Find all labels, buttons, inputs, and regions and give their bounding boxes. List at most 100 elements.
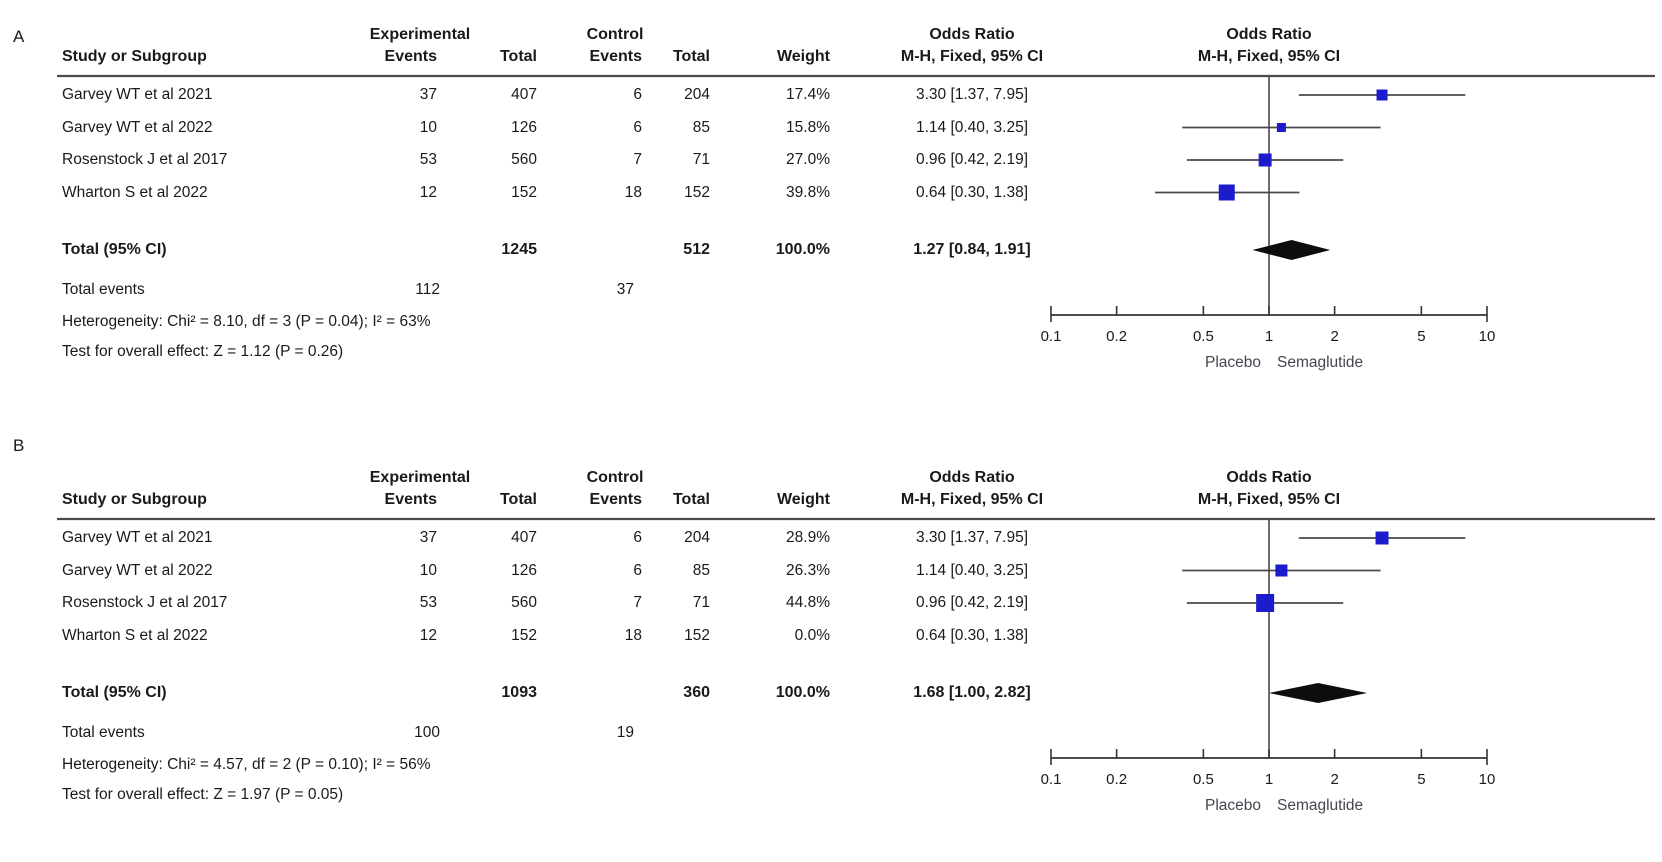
axis-tick-label: 10	[1478, 771, 1496, 788]
weight-value: 27.0%	[786, 151, 830, 168]
control-total-header: Total	[672, 48, 710, 65]
study-name: Garvey WT et al 2022	[62, 118, 213, 136]
weight-value: 0.0%	[794, 626, 830, 644]
weight-value: 28.9%	[786, 529, 830, 546]
weight-header: Weight	[776, 48, 830, 65]
total-control-n: 360	[683, 684, 710, 701]
pooled-diamond	[1269, 683, 1368, 703]
axis-tick-label: 5	[1417, 328, 1426, 345]
weight-value: 39.8%	[786, 183, 830, 201]
or-ci-text: 3.30 [1.37, 7.95]	[915, 86, 1029, 103]
experimental-total: 126	[511, 561, 537, 579]
total-or-ci-text: 1.68 [1.00, 2.82]	[913, 684, 1031, 701]
or-point-marker	[1218, 184, 1235, 201]
study-name: Wharton S et al 2022	[62, 626, 208, 644]
experimental-events: 12	[419, 626, 437, 644]
total-events-label: Total events	[62, 724, 145, 741]
experimental-events: 10	[419, 118, 437, 136]
experimental-total: 152	[511, 626, 537, 644]
or-ci-plot-header: M-H, Fixed, 95% CI	[1197, 48, 1341, 65]
experimental-events: 53	[419, 151, 437, 168]
panel-label: A	[13, 27, 25, 46]
or-ci-column-header: M-H, Fixed, 95% CI	[900, 48, 1044, 65]
study-name: Rosenstock J et al 2017	[62, 594, 228, 611]
overall-effect-text: Test for overall effect: Z = 1.97 (P = 0…	[62, 786, 344, 803]
or-point-marker	[1276, 123, 1286, 132]
control-total: 204	[684, 86, 710, 103]
favours-right-label: Semaglutide	[1277, 797, 1364, 814]
control-total: 85	[692, 118, 710, 136]
experimental-events: 53	[419, 594, 437, 611]
total-or-ci-text: 1.27 [0.84, 1.91]	[913, 241, 1031, 258]
experimental-events-header: Events	[384, 48, 437, 65]
control-total: 71	[692, 151, 710, 168]
axis-tick-label: 0.2	[1106, 328, 1128, 345]
overall-effect-text: Test for overall effect: Z = 1.12 (P = 0…	[62, 343, 344, 360]
experimental-events: 12	[419, 183, 437, 201]
axis-tick-label: 5	[1417, 771, 1426, 788]
control-total-header: Total	[672, 491, 710, 508]
study-name: Garvey WT et al 2021	[62, 529, 213, 546]
or-point-marker	[1258, 153, 1272, 167]
control-events-header: Events	[589, 48, 642, 65]
control-events: 6	[633, 561, 642, 579]
experimental-total: 126	[511, 118, 537, 136]
total-weight: 100.0%	[775, 241, 830, 258]
forest-plot-graphics	[57, 517, 1655, 765]
or-ci-text: 0.64 [0.30, 1.38]	[915, 626, 1029, 644]
axis-tick-label: 2	[1330, 771, 1339, 788]
axis-tick-label: 2	[1330, 328, 1339, 345]
axis-tick-label: 0.2	[1106, 771, 1128, 788]
total-events-control: 37	[616, 281, 634, 298]
total-weight: 100.0%	[775, 684, 830, 701]
control-events: 7	[633, 594, 642, 611]
axis-tick-label: 1	[1264, 328, 1274, 345]
forest-panel-a: A Experimental Control Odds Ratio Odds Ratio…	[0, 0, 1662, 419]
control-total: 152	[684, 626, 710, 644]
experimental-events: 37	[419, 86, 437, 103]
or-ci-text: 0.64 [0.30, 1.38]	[915, 183, 1029, 201]
axis-tick-label: 0.5	[1192, 328, 1214, 345]
weight-value: 15.8%	[786, 118, 830, 136]
study-column-header: Study or Subgroup	[62, 491, 207, 508]
favours-left-label: Placebo	[1204, 797, 1261, 814]
forest-plot-graphics	[57, 74, 1655, 322]
odds-ratio-column-title: Odds Ratio	[929, 469, 1015, 486]
experimental-total: 407	[511, 86, 537, 103]
axis-tick-label: 10	[1478, 328, 1496, 345]
total-events-experimental: 100	[414, 724, 440, 741]
weight-header: Weight	[776, 491, 830, 508]
weight-value: 17.4%	[786, 86, 830, 103]
total-row-label: Total (95% CI)	[62, 241, 167, 258]
or-ci-text: 3.30 [1.37, 7.95]	[915, 529, 1029, 546]
or-ci-plot-header: M-H, Fixed, 95% CI	[1197, 491, 1341, 508]
experimental-total: 407	[511, 529, 537, 546]
or-ci-text: 1.14 [0.40, 3.25]	[915, 118, 1029, 136]
favours-right-label: Semaglutide	[1277, 354, 1364, 371]
study-column-header: Study or Subgroup	[62, 48, 207, 65]
experimental-total: 152	[511, 183, 537, 201]
experimental-events: 37	[419, 529, 437, 546]
or-ci-text: 0.96 [0.42, 2.19]	[915, 594, 1029, 611]
or-point-marker	[1256, 594, 1275, 612]
axis-tick-label: 1	[1264, 771, 1274, 788]
control-events-header: Events	[589, 491, 642, 508]
control-total: 204	[684, 529, 710, 546]
experimental-total-header: Total	[499, 491, 537, 508]
axis-tick-label: 0.1	[1040, 771, 1062, 788]
total-events-experimental: 112	[415, 281, 440, 298]
or-ci-text: 0.96 [0.42, 2.19]	[915, 151, 1029, 168]
total-control-n: 512	[683, 241, 710, 258]
total-experimental-n: 1093	[501, 684, 537, 701]
control-events: 6	[633, 86, 642, 103]
control-events: 6	[633, 118, 642, 136]
control-events: 7	[633, 151, 642, 168]
control-group-header: Control	[586, 469, 644, 486]
experimental-events: 10	[419, 561, 437, 579]
control-total: 152	[684, 183, 710, 201]
favours-left-label: Placebo	[1204, 354, 1261, 371]
total-events-control: 19	[616, 724, 634, 741]
or-ci-column-header: M-H, Fixed, 95% CI	[900, 491, 1044, 508]
experimental-total-header: Total	[499, 48, 537, 65]
